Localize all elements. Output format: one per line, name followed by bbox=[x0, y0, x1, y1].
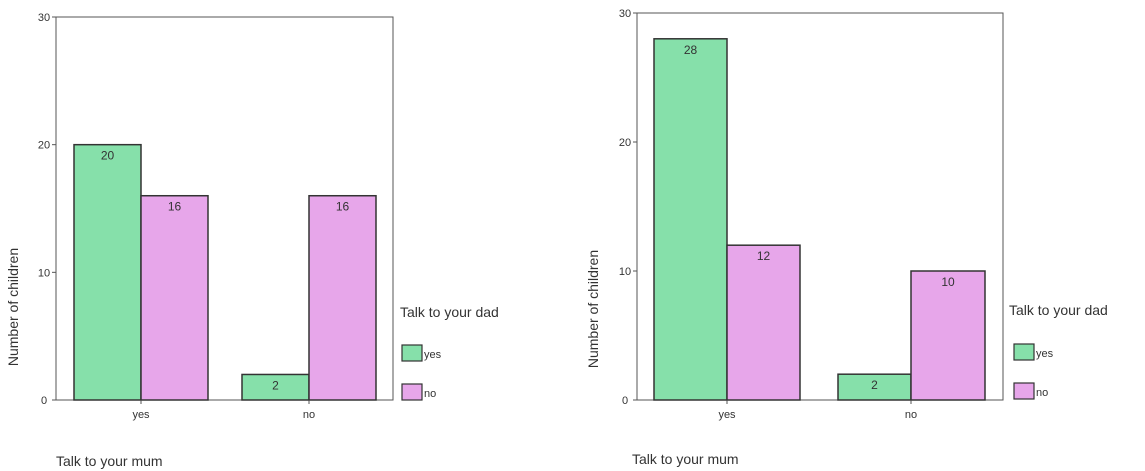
bar-no-no bbox=[910, 270, 986, 401]
bar-data-label: 20 bbox=[101, 149, 115, 163]
y-axis-title: Number of children bbox=[585, 250, 601, 368]
y-tick-label: 20 bbox=[38, 140, 50, 152]
plot-frame bbox=[55, 16, 394, 401]
legend-label: yes bbox=[424, 349, 442, 361]
bar-data-label: 28 bbox=[684, 43, 698, 57]
y-tick-label: 10 bbox=[38, 267, 50, 279]
plot-frame bbox=[636, 12, 1004, 401]
bar-no-no bbox=[308, 194, 377, 401]
x-tick-label: yes bbox=[718, 409, 736, 421]
bar-chart-right: 0 10 20 30 28 2 12 10 yes no Number of children Tal… bbox=[585, 8, 1108, 467]
legend-label: no bbox=[424, 388, 436, 400]
bar-yes-yes bbox=[73, 143, 142, 401]
bar-no-yes bbox=[726, 244, 801, 401]
y-tick-label: 30 bbox=[38, 12, 50, 24]
y-tick-label: 30 bbox=[619, 8, 631, 20]
y-tick-label: 0 bbox=[622, 395, 628, 407]
x-tick-label: yes bbox=[132, 409, 150, 421]
x-axis-title: Talk to your mum bbox=[632, 451, 739, 467]
bar-yes-no bbox=[241, 373, 310, 401]
bar-data-label: 2 bbox=[272, 378, 279, 392]
bar-data-label: 2 bbox=[871, 378, 878, 392]
y-axis-title: Number of children bbox=[5, 248, 21, 366]
x-tick-label: no bbox=[905, 409, 917, 421]
bar-no-yes bbox=[140, 194, 209, 401]
bar-yes-yes bbox=[653, 38, 728, 401]
bar-data-label: 10 bbox=[941, 275, 955, 289]
legend-swatch-no bbox=[401, 383, 423, 401]
y-tick-label: 20 bbox=[619, 137, 631, 149]
bar-yes-no bbox=[837, 373, 912, 401]
bar-data-label: 16 bbox=[168, 200, 182, 214]
y-tick-label: 10 bbox=[619, 266, 631, 278]
legend-label: no bbox=[1036, 387, 1048, 399]
bar-data-label: 16 bbox=[336, 200, 350, 214]
x-axis-title: Talk to your mum bbox=[56, 453, 163, 469]
legend-swatch-yes bbox=[401, 344, 423, 362]
bar-chart-left: 0 10 20 30 20 2 16 16 yes no Number of children Tal… bbox=[5, 12, 499, 469]
x-tick-label: no bbox=[303, 409, 315, 421]
legend-swatch-no bbox=[1013, 382, 1035, 400]
bar-data-label: 12 bbox=[757, 249, 771, 263]
legend-label: yes bbox=[1036, 348, 1054, 360]
legend-title: Talk to your dad bbox=[1009, 302, 1108, 318]
y-tick-label: 0 bbox=[41, 395, 47, 407]
legend-title: Talk to your dad bbox=[400, 304, 499, 320]
legend-swatch-yes bbox=[1013, 343, 1035, 361]
